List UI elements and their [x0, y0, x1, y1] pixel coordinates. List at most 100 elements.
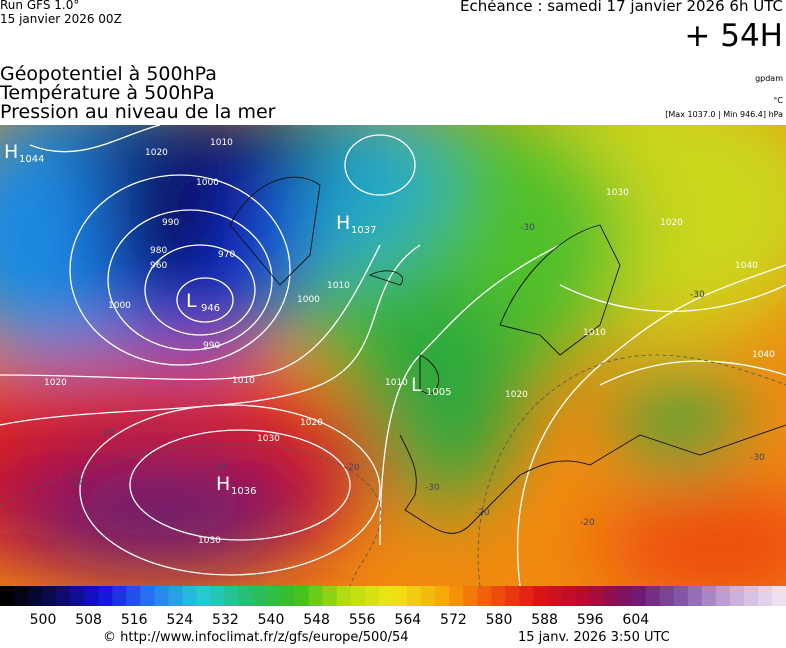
color-swatch: [322, 586, 338, 606]
color-swatch: [140, 586, 155, 606]
isobar-label: 1000: [108, 301, 131, 311]
color-swatch: [84, 586, 99, 606]
unit-label: [Max 1037.0 | Min 946.4] hPa: [665, 110, 783, 119]
isobar-label: 990: [203, 341, 220, 351]
scale-label: 596: [577, 612, 604, 628]
center-value: 1037: [351, 225, 376, 236]
center-letter: H: [336, 212, 350, 234]
scale-label: 548: [303, 612, 330, 628]
temp-label: -20: [580, 518, 595, 528]
color-swatch: [56, 586, 71, 606]
unit-label: °C: [773, 96, 783, 105]
center-value: 1005: [426, 387, 451, 398]
lead-time: + 54H: [684, 18, 783, 54]
color-swatch: [561, 586, 576, 606]
color-swatch: [701, 586, 717, 606]
isobar-label: 960: [150, 261, 167, 271]
scale-label: 508: [75, 612, 102, 628]
temp-label: -30: [425, 483, 440, 493]
color-swatch: [266, 586, 282, 606]
color-swatch: [505, 586, 520, 606]
valid-time: Echéance : samedi 17 janvier 2026 6h UTC: [460, 0, 783, 15]
isobar-label: 1040: [735, 261, 758, 271]
temp-label: -20: [475, 508, 490, 518]
color-swatch: [210, 586, 226, 606]
color-swatch: [308, 586, 324, 606]
field: [0, 125, 786, 586]
colorbar: 500 508 516 524 532 540 548 556 564 572 580 588 596 6…: [0, 586, 786, 628]
color-swatch: [589, 586, 605, 606]
color-swatch: [435, 586, 450, 606]
run-date: 15 janvier 2026 00Z: [0, 12, 122, 26]
isobar-label: 1020: [505, 390, 528, 400]
title-line: Géopotentiel à 500hPa: [0, 63, 217, 85]
scale-label: 532: [212, 612, 239, 628]
isobar-label: 1020: [145, 148, 168, 158]
isobar-label: 970: [218, 250, 235, 260]
source: © http://www.infoclimat.fr/z/gfs/europe/…: [103, 630, 409, 645]
color-swatch: [603, 586, 619, 606]
title-line: Température à 500hPa: [0, 82, 215, 104]
scale-label: 516: [121, 612, 148, 628]
color-swatch: [771, 586, 786, 606]
color-swatch: [126, 586, 141, 606]
color-swatch: [168, 586, 183, 606]
center-letter: H: [216, 473, 230, 495]
color-swatch: [659, 586, 675, 606]
temp-label: -30: [690, 290, 705, 300]
color-swatch: [575, 586, 590, 606]
color-swatch: [421, 586, 436, 606]
run-label: Run GFS 1.0°: [0, 0, 80, 12]
color-swatch: [715, 586, 731, 606]
center-value: 1044: [19, 154, 44, 165]
color-swatch: [98, 586, 113, 606]
color-swatch: [729, 586, 745, 606]
scale-label: 572: [440, 612, 467, 628]
isobar-label: 980: [150, 246, 167, 256]
scale-label: 564: [394, 612, 421, 628]
color-swatch: [673, 586, 689, 606]
temp-label: -10: [212, 463, 227, 473]
color-swatch: [350, 586, 366, 606]
color-swatch: [477, 586, 492, 606]
color-swatch: [687, 586, 703, 606]
temp-label: -10: [70, 478, 85, 488]
color-swatch: [645, 586, 661, 606]
isotherms: [0, 354, 786, 586]
scale-label: 604: [622, 612, 649, 628]
color-swatch: [182, 586, 197, 606]
isobar-label: 1030: [257, 434, 280, 444]
color-swatch: [519, 586, 534, 606]
color-swatch: [449, 586, 464, 606]
color-swatch: [0, 586, 15, 606]
color-swatch: [28, 586, 43, 606]
color-swatch: [631, 586, 647, 606]
color-swatch: [491, 586, 506, 606]
isobar-label: 1040: [752, 350, 775, 360]
color-swatch: [533, 586, 548, 606]
isobar-label: 1020: [300, 418, 323, 428]
center-letter: L: [186, 290, 197, 312]
temp-label: -20: [100, 428, 115, 438]
color-swatch: [70, 586, 85, 606]
scale-label: 580: [486, 612, 513, 628]
scale-label: 540: [258, 612, 285, 628]
color-swatch: [196, 586, 212, 606]
color-swatch: [224, 586, 240, 606]
isobar-label: 1030: [606, 188, 629, 198]
color-swatch: [336, 586, 352, 606]
isobar-label: 1010: [327, 281, 350, 291]
color-swatch: [393, 586, 408, 606]
isobar-label: 1010: [232, 376, 255, 386]
title-line: Pression au niveau de la mer: [0, 101, 276, 123]
generated: 15 janv. 2026 3:50 UTC: [518, 630, 670, 645]
scale-label: 588: [531, 612, 558, 628]
color-swatch: [617, 586, 633, 606]
isobar-label: 1010: [583, 328, 606, 338]
color-swatch: [463, 586, 478, 606]
color-swatch: [14, 586, 29, 606]
scale-label: 500: [30, 612, 57, 628]
